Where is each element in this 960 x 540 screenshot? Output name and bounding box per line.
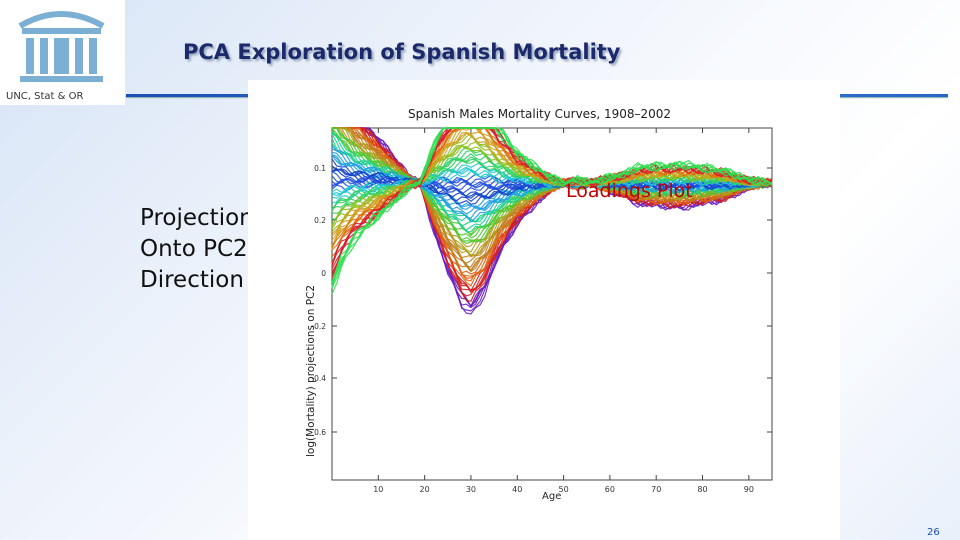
loadings-plot-annotation: Loadings Plot <box>566 180 693 202</box>
chart-panel: 10 20 30 40 50 60 70 80 90 0.1 0.2 0 -0.2 -0.4 0.6 Spa… <box>248 80 840 540</box>
x-tick-label: 80 <box>697 485 707 494</box>
y-tick-label: 0.1 <box>314 164 326 173</box>
x-tick-label: 10 <box>373 485 383 494</box>
plot-frame <box>331 127 773 481</box>
series-line <box>331 127 773 284</box>
series-line <box>332 127 773 308</box>
chart-title: Spanish Males Mortality Curves, 1908–200… <box>408 107 672 121</box>
slide-title: PCA Exploration of Spanish Mortality <box>183 40 621 64</box>
side-label: Projections Onto PC2 Direction <box>140 203 266 296</box>
y-axis-label: log(Mortality) projections on PC2 <box>305 284 317 457</box>
unc-old-well-icon <box>18 11 105 82</box>
series-line <box>332 127 773 292</box>
y-tick-label: -0.2 <box>311 322 326 331</box>
series-line <box>331 127 773 288</box>
x-tick-label: 50 <box>558 485 568 494</box>
series-line <box>332 127 773 287</box>
series-line <box>332 127 773 307</box>
x-tick-label: 90 <box>744 485 754 494</box>
series-line <box>332 127 773 282</box>
x-axis-label: Age <box>542 491 562 502</box>
y-tick-label: -0.4 <box>311 374 326 383</box>
series-line <box>332 127 773 308</box>
series-line <box>332 127 773 312</box>
y-tick-label: 0 <box>321 269 326 278</box>
y-tick-label: 0.2 <box>314 216 326 225</box>
series-line <box>331 127 773 288</box>
series-line <box>332 127 773 309</box>
side-label-line: Projections <box>140 205 266 231</box>
x-tick-label: 60 <box>605 485 615 494</box>
series-line <box>332 127 773 291</box>
series-line <box>331 127 773 287</box>
side-label-line: Direction <box>140 267 244 293</box>
logo-area: UNC, Stat & OR <box>0 0 125 105</box>
x-tick-label: 40 <box>512 485 522 494</box>
side-label-line: Onto PC2 <box>140 236 248 262</box>
x-tick-label: 30 <box>466 485 476 494</box>
department-label: UNC, Stat & OR <box>6 91 84 102</box>
series-line <box>332 127 773 315</box>
series-line <box>332 127 773 302</box>
pc2-projection-chart: 10 20 30 40 50 60 70 80 90 0.1 0.2 0 -0.2 -0.4 0.6 <box>311 127 773 494</box>
series-line <box>331 127 773 289</box>
page-number: 26 <box>927 527 940 538</box>
series-line <box>331 127 773 294</box>
series-line <box>332 127 773 292</box>
x-tick-label: 20 <box>420 485 430 494</box>
series-line <box>332 127 773 294</box>
y-tick-label: 0.6 <box>314 428 326 437</box>
series-line <box>332 127 773 297</box>
x-tick-label: 70 <box>651 485 661 494</box>
